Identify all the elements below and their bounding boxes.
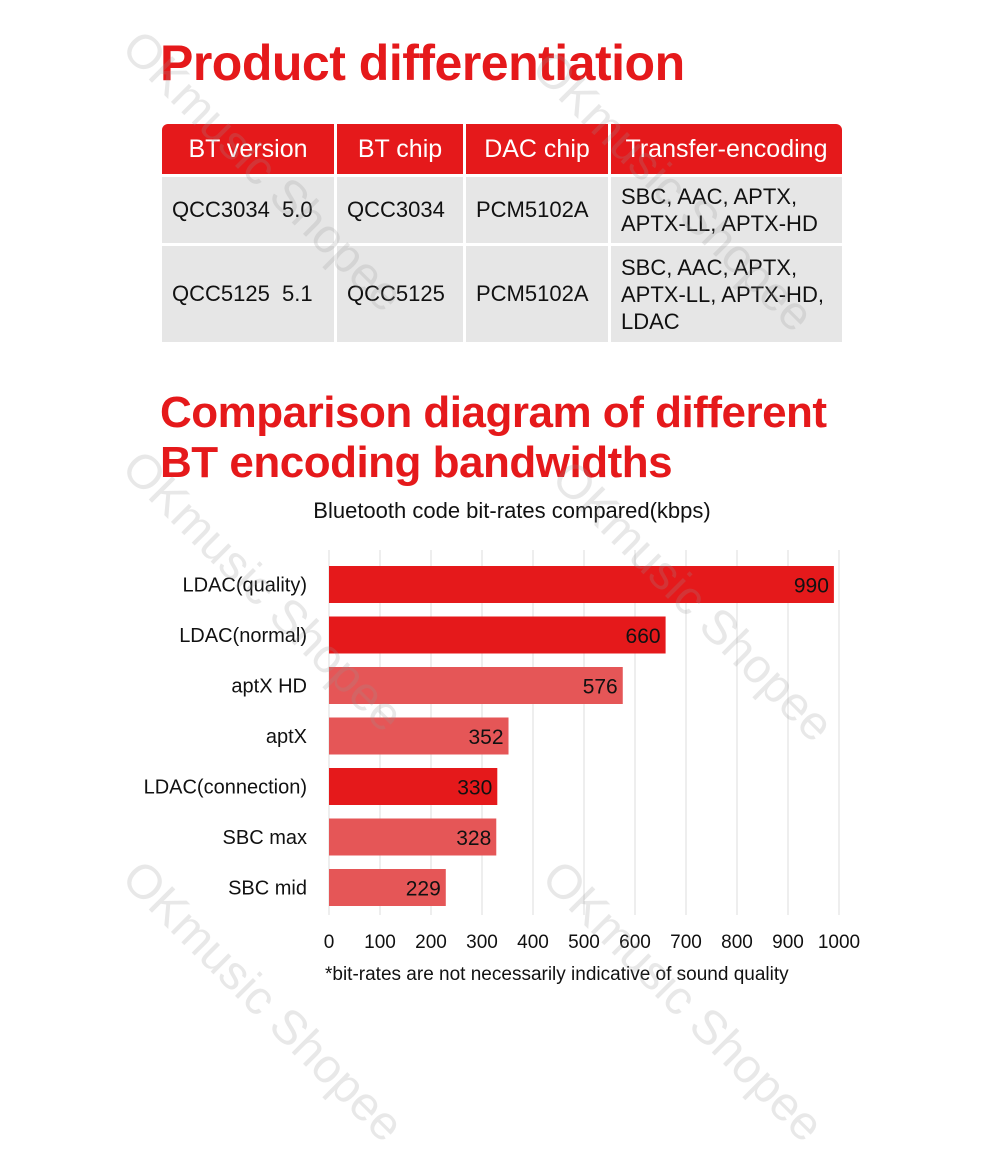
tick-label: 800 xyxy=(721,932,753,953)
bar-chart: LDAC(quality) 990 LDAC(normal) 660 aptX HD 57… xyxy=(144,550,860,953)
tick-label: 700 xyxy=(670,932,702,953)
table-cell: SBC, AAC, APTX, APTX-LL, APTX-HD xyxy=(611,177,842,243)
tick-label: 200 xyxy=(415,932,447,953)
spec-table: BT version BT chip DAC chip Transfer-enc… xyxy=(159,121,845,345)
table-cell: QCC5125 xyxy=(337,246,463,342)
page-title: Product differentiation xyxy=(160,35,685,91)
category-label: LDAC(quality) xyxy=(183,575,307,597)
tick-label: 400 xyxy=(517,932,549,953)
tick-label: 100 xyxy=(364,932,396,953)
data-label: 328 xyxy=(456,827,491,850)
table-cell: QCC5125 5.1 xyxy=(162,246,334,342)
bar xyxy=(329,717,509,755)
chart-title: Bluetooth code bit-rates compared(kbps) xyxy=(313,498,711,523)
data-label: 660 xyxy=(626,625,661,648)
bar xyxy=(329,768,498,805)
data-label: 352 xyxy=(468,726,503,749)
tick-label: 0 xyxy=(324,932,335,953)
table-cell: PCM5102A xyxy=(466,177,608,243)
header-bt-version: BT version xyxy=(162,124,334,174)
category-label: LDAC(normal) xyxy=(179,625,307,647)
tick-label: 900 xyxy=(772,932,804,953)
data-label: 576 xyxy=(583,676,618,699)
header-transfer-encoding: Transfer-encoding xyxy=(611,124,842,174)
bar xyxy=(329,818,497,856)
category-label: aptX xyxy=(266,726,307,748)
table-row: QCC5125 5.1 QCC5125 PCM5102A SBC, AAC, A… xyxy=(162,246,842,342)
tick-label: 1000 xyxy=(818,932,860,953)
data-label: 330 xyxy=(457,777,492,800)
category-label: SBC max xyxy=(223,827,307,849)
section-title: Comparison diagram of different BT encod… xyxy=(160,388,827,487)
tick-label: 300 xyxy=(466,932,498,953)
bar xyxy=(329,566,834,603)
table-cell: PCM5102A xyxy=(466,246,608,342)
footnote: *bit-rates are not necessarily indicativ… xyxy=(325,964,789,985)
header-bt-chip: BT chip xyxy=(337,124,463,174)
tick-label: 500 xyxy=(568,932,600,953)
data-label: 229 xyxy=(406,878,441,901)
table-row: QCC3034 5.0 QCC3034 PCM5102A SBC, AAC, A… xyxy=(162,177,842,243)
header-dac-chip: DAC chip xyxy=(466,124,608,174)
category-label: SBC mid xyxy=(228,878,307,900)
bar xyxy=(329,616,666,654)
bar xyxy=(329,667,623,704)
category-label: aptX HD xyxy=(231,676,307,698)
table-cell: SBC, AAC, APTX, APTX-LL, APTX-HD, LDAC xyxy=(611,246,842,342)
category-label: LDAC(connection) xyxy=(144,777,307,799)
table-header-row: BT version BT chip DAC chip Transfer-enc… xyxy=(162,124,842,174)
data-label: 990 xyxy=(794,575,829,598)
table-cell: QCC3034 5.0 xyxy=(162,177,334,243)
tick-label: 600 xyxy=(619,932,651,953)
table-cell: QCC3034 xyxy=(337,177,463,243)
bar xyxy=(329,869,446,906)
